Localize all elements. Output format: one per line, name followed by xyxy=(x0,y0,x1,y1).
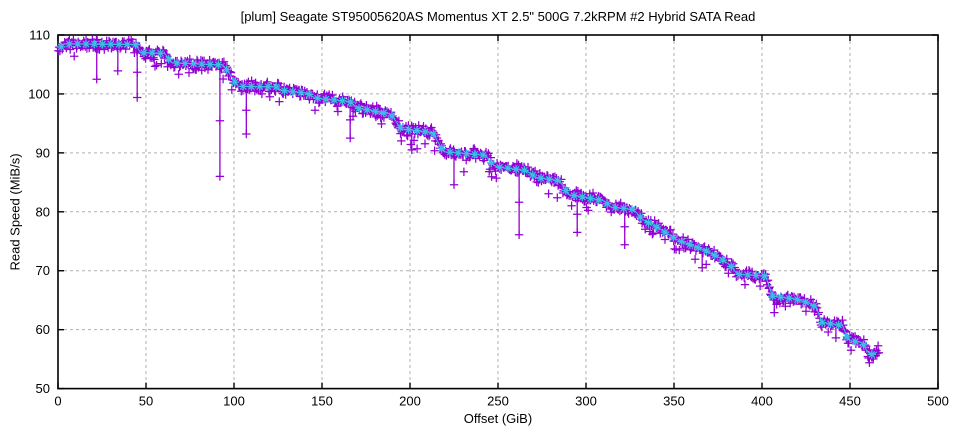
svg-text:70: 70 xyxy=(36,263,50,278)
chart-title: [plum] Seagate ST95005620AS Momentus XT … xyxy=(240,9,756,24)
average-line xyxy=(60,43,878,355)
grid-lines xyxy=(58,35,938,389)
svg-text:60: 60 xyxy=(36,322,50,337)
svg-text:200: 200 xyxy=(399,394,421,409)
svg-text:450: 450 xyxy=(839,394,861,409)
average-series-stars xyxy=(56,39,877,359)
svg-text:90: 90 xyxy=(36,145,50,160)
scatter-series-samples xyxy=(54,35,884,367)
svg-text:100: 100 xyxy=(28,86,50,101)
svg-text:250: 250 xyxy=(487,394,509,409)
svg-text:350: 350 xyxy=(663,394,685,409)
svg-text:80: 80 xyxy=(36,204,50,219)
svg-text:100: 100 xyxy=(223,394,245,409)
svg-text:400: 400 xyxy=(751,394,773,409)
svg-text:150: 150 xyxy=(311,394,333,409)
svg-text:300: 300 xyxy=(575,394,597,409)
svg-text:0: 0 xyxy=(54,394,61,409)
svg-text:500: 500 xyxy=(927,394,949,409)
x-axis-title: Offset (GiB) xyxy=(463,411,533,426)
x-tick-labels: 0 50 100 150 200 250 300 350 400 450 500 xyxy=(54,394,948,409)
tick-marks xyxy=(57,34,939,390)
y-tick-labels: 50 60 70 80 90 100 110 xyxy=(28,28,50,397)
svg-text:50: 50 xyxy=(139,394,153,409)
spike-whiskers xyxy=(96,45,871,363)
svg-text:110: 110 xyxy=(29,28,50,43)
svg-text:50: 50 xyxy=(36,381,50,396)
